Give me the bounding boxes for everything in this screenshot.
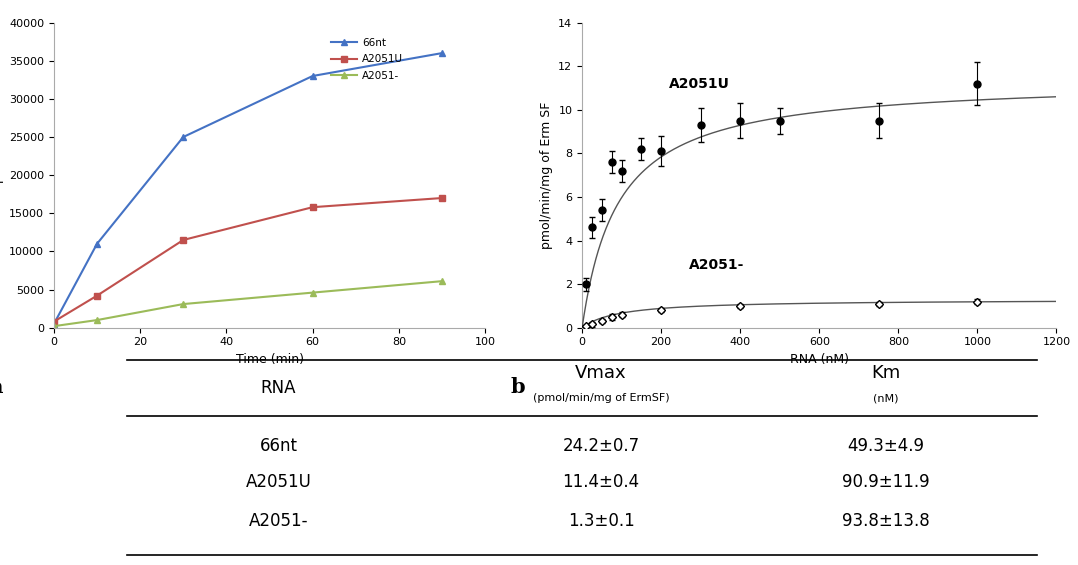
A2051- — [306, 289, 319, 296]
A2051U — [91, 292, 103, 299]
Text: 24.2±0.7: 24.2±0.7 — [563, 437, 639, 455]
Y-axis label: pmol/min/mg of Erm SF: pmol/min/mg of Erm SF — [540, 102, 553, 249]
Text: RNA: RNA — [261, 379, 296, 397]
Text: A2051-: A2051- — [689, 258, 744, 272]
Text: Km: Km — [871, 363, 900, 381]
A2051U — [436, 194, 448, 202]
Text: 90.9±11.9: 90.9±11.9 — [842, 473, 929, 491]
Text: A2051U: A2051U — [669, 77, 730, 91]
Line: 66nt: 66nt — [51, 50, 445, 327]
A2051- — [436, 278, 448, 285]
66nt — [436, 50, 448, 57]
A2051U — [306, 204, 319, 211]
Text: 11.4±0.4: 11.4±0.4 — [563, 473, 639, 491]
Text: a: a — [0, 376, 3, 397]
66nt — [47, 320, 60, 327]
Text: 93.8±13.8: 93.8±13.8 — [842, 512, 929, 530]
66nt — [306, 73, 319, 80]
A2051- — [47, 323, 60, 329]
Text: A2051U: A2051U — [246, 473, 312, 491]
Legend: 66nt, A2051U, A2051-: 66nt, A2051U, A2051- — [327, 34, 407, 85]
Text: Vmax: Vmax — [576, 363, 627, 381]
Text: 1.3±0.1: 1.3±0.1 — [568, 512, 635, 530]
A2051U — [47, 318, 60, 325]
Text: A2051-: A2051- — [249, 512, 308, 530]
Text: 49.3±4.9: 49.3±4.9 — [847, 437, 924, 455]
Y-axis label: cpm: cpm — [0, 162, 3, 189]
A2051U — [177, 237, 190, 244]
Text: (nM): (nM) — [873, 393, 898, 403]
A2051- — [91, 316, 103, 323]
Line: A2051-: A2051- — [51, 278, 445, 329]
Text: (pmol/min/mg of ErmSF): (pmol/min/mg of ErmSF) — [533, 393, 669, 403]
X-axis label: RNA (nM): RNA (nM) — [790, 353, 848, 366]
A2051- — [177, 301, 190, 307]
66nt — [177, 133, 190, 140]
Text: 66nt: 66nt — [260, 437, 298, 455]
Line: A2051U: A2051U — [51, 194, 445, 325]
66nt — [91, 241, 103, 247]
X-axis label: Time (min): Time (min) — [235, 353, 304, 366]
Text: b: b — [511, 376, 526, 397]
